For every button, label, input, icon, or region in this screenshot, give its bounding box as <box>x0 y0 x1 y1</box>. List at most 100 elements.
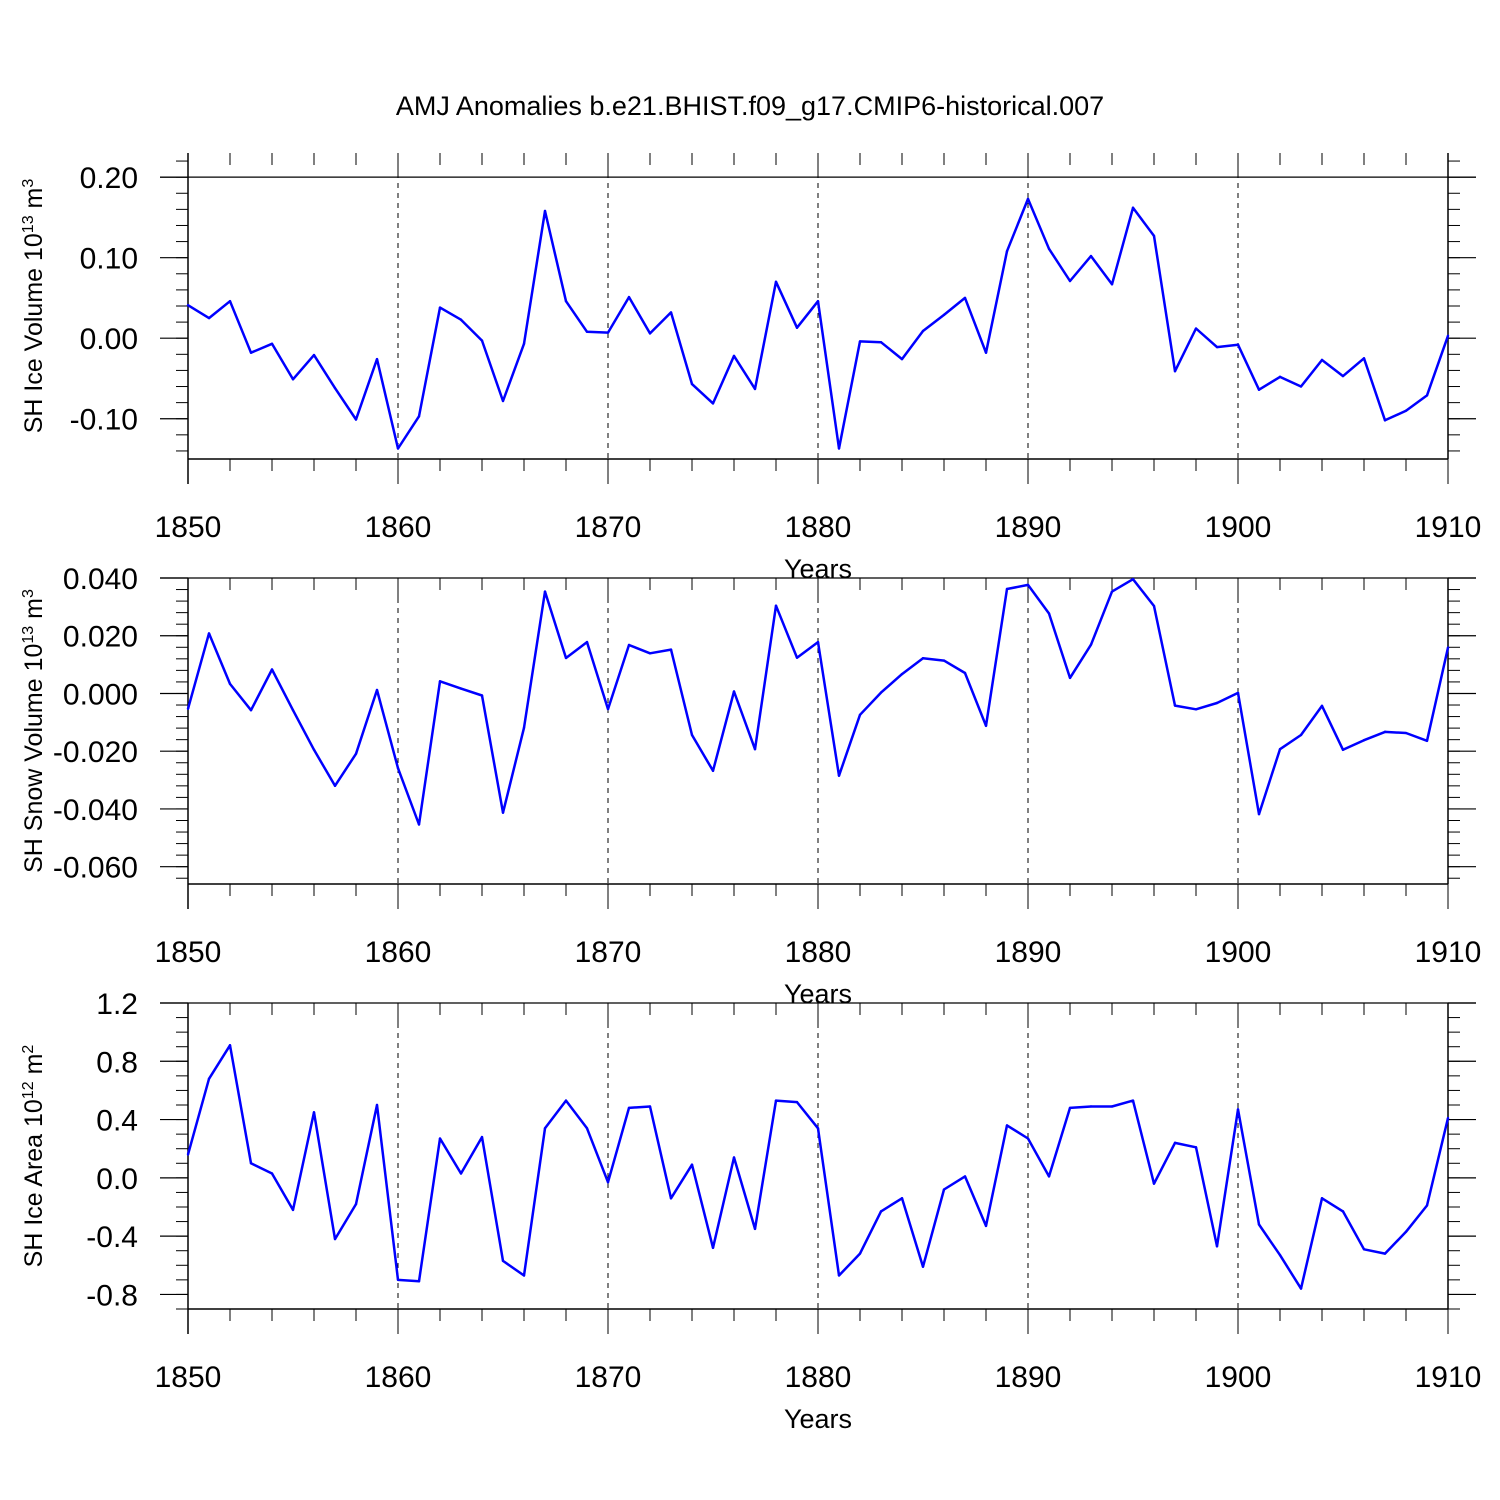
data-point <box>522 726 526 730</box>
data-point <box>1068 676 1072 680</box>
data-point <box>1173 370 1177 373</box>
x-tick-label: 1900 <box>1205 511 1272 544</box>
data-point <box>1341 748 1345 751</box>
data-point <box>732 690 736 693</box>
data-point <box>963 1175 967 1178</box>
y-axis-title-text: SH Snow Volume 10 <box>20 644 48 873</box>
data-point <box>1299 385 1303 388</box>
data-point <box>1362 1248 1366 1251</box>
y-tick-label: 0.020 <box>63 621 138 654</box>
data-point <box>690 1163 694 1166</box>
data-point <box>1194 327 1198 330</box>
data-point <box>1446 1116 1450 1120</box>
y-axis-title: SH Ice Volume 1013 m3 <box>20 179 48 434</box>
data-point <box>249 351 253 354</box>
data-point <box>942 1188 946 1191</box>
data-point <box>795 1100 799 1104</box>
x-tick-label: 1880 <box>785 1361 852 1394</box>
data-point <box>648 1105 652 1108</box>
data-point <box>333 784 337 788</box>
data-point <box>984 351 988 354</box>
data-point <box>438 1137 442 1140</box>
data-point <box>879 1210 883 1213</box>
data-point <box>627 643 631 647</box>
data-point <box>774 280 778 284</box>
y-axis-title-text: SH Ice Volume 10 <box>20 233 48 433</box>
data-point <box>963 296 967 300</box>
data-point <box>1404 1230 1408 1233</box>
data-point <box>291 1208 295 1212</box>
data-point <box>291 709 295 712</box>
data-point <box>1236 691 1240 695</box>
data-point <box>1425 739 1429 743</box>
data-point <box>1278 747 1282 751</box>
data-point <box>1152 234 1156 238</box>
data-point <box>1005 587 1009 591</box>
data-point <box>753 1227 757 1231</box>
x-tick-label: 1850 <box>155 1361 222 1394</box>
data-point <box>1383 419 1387 422</box>
data-point <box>1131 577 1135 581</box>
data-point <box>1131 1099 1135 1102</box>
data-point <box>774 604 778 607</box>
x-tick-label: 1880 <box>785 936 852 969</box>
data-point <box>1383 730 1387 734</box>
data-point <box>1089 643 1093 646</box>
x-tick-label: 1890 <box>995 1361 1062 1394</box>
data-point <box>1005 250 1009 253</box>
y-tick-label: -0.10 <box>70 404 138 437</box>
data-point <box>732 1156 736 1159</box>
data-point <box>1362 739 1366 742</box>
y-axis-title-superscript: 3 <box>20 179 37 188</box>
data-point <box>1215 1245 1219 1248</box>
y-axis-title-text: SH Ice Area 10 <box>20 1099 48 1267</box>
data-point <box>963 671 967 675</box>
data-point <box>1320 358 1324 362</box>
data-point <box>627 295 631 299</box>
data-point <box>900 357 904 361</box>
data-point <box>186 707 190 710</box>
data-point <box>417 823 421 826</box>
data-point <box>711 1246 715 1250</box>
data-point <box>543 1127 547 1130</box>
data-point <box>480 1135 484 1139</box>
data-point <box>1089 1105 1093 1108</box>
data-point <box>249 709 253 712</box>
data-point <box>1257 812 1261 816</box>
data-point <box>1026 1137 1030 1140</box>
data-point <box>669 1197 673 1200</box>
data-point <box>438 306 442 309</box>
x-tick-label: 1870 <box>575 511 642 544</box>
data-point <box>1320 1197 1324 1200</box>
data-point <box>711 769 715 773</box>
data-point <box>732 354 736 358</box>
data-point <box>1362 357 1366 360</box>
data-point <box>375 688 379 692</box>
data-point <box>606 707 610 711</box>
data-point <box>879 691 883 694</box>
data-point <box>753 747 757 751</box>
data-point <box>1152 1182 1156 1185</box>
data-point <box>1068 1106 1072 1110</box>
y-axis-title-text: m <box>20 1054 48 1082</box>
x-tick-label: 1900 <box>1205 936 1272 969</box>
data-point <box>669 311 673 314</box>
x-tick-label: 1910 <box>1415 1361 1482 1394</box>
data-point <box>585 330 589 333</box>
data-point <box>1026 583 1030 587</box>
data-point <box>585 1127 589 1130</box>
data-point <box>1278 1253 1282 1257</box>
x-tick-label: 1910 <box>1415 936 1482 969</box>
data-point <box>1404 731 1408 735</box>
x-tick-label: 1880 <box>785 511 852 544</box>
y-tick-label: -0.040 <box>53 794 138 827</box>
data-point <box>186 303 190 307</box>
data-point <box>1299 1287 1303 1290</box>
data-point <box>879 341 883 344</box>
x-tick-label: 1870 <box>575 1361 642 1394</box>
data-point <box>270 342 274 346</box>
data-point <box>837 447 841 450</box>
x-tick-label: 1890 <box>995 511 1062 544</box>
data-point <box>921 329 925 333</box>
